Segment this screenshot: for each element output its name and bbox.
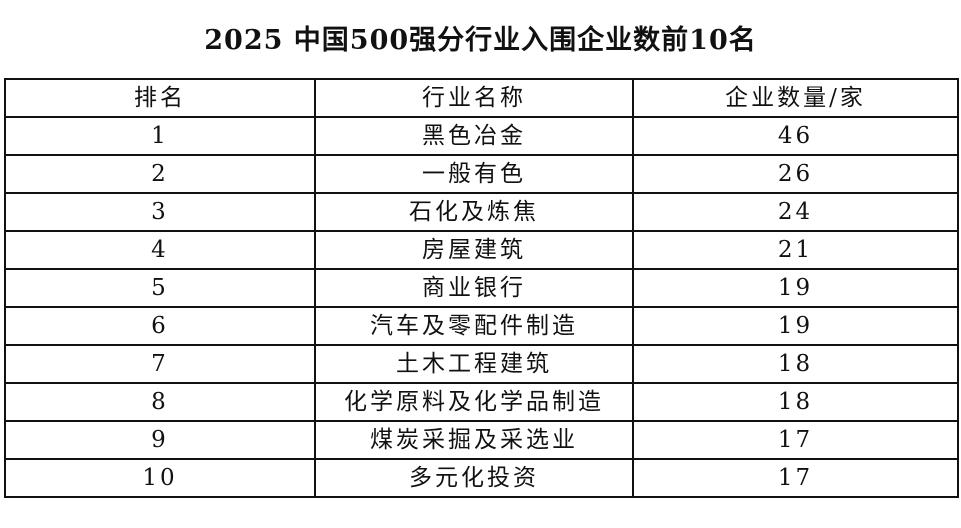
industry-cell: 煤炭采掘及采选业 [314, 420, 634, 460]
count-cell: 26 [632, 154, 959, 194]
count-cell: 17 [632, 458, 959, 498]
page-title: 2025 中国500强分行业入围企业数前10名 [204, 25, 757, 56]
header-row: 排名 行业名称 企业数量/家 [4, 78, 959, 118]
table-row: 2 一般有色 26 [4, 154, 959, 194]
rank-cell: 1 [4, 116, 316, 156]
count-cell: 18 [632, 382, 959, 422]
industry-cell: 化学原料及化学品制造 [314, 382, 634, 422]
industry-cell: 汽车及零配件制造 [314, 306, 634, 346]
count-cell: 19 [632, 306, 959, 346]
count-cell: 24 [632, 192, 959, 232]
rank-cell: 6 [4, 306, 316, 346]
rank-cell: 7 [4, 344, 316, 384]
header-rank: 排名 [4, 78, 316, 118]
table-row: 8 化学原料及化学品制造 18 [4, 382, 959, 422]
industry-cell: 房屋建筑 [314, 230, 634, 270]
count-cell: 18 [632, 344, 959, 384]
rank-cell: 5 [4, 268, 316, 308]
count-cell: 46 [632, 116, 959, 156]
industry-cell: 多元化投资 [314, 458, 634, 498]
count-cell: 21 [632, 230, 959, 270]
table-row: 1 黑色冶金 46 [4, 116, 959, 156]
rank-cell: 4 [4, 230, 316, 270]
rank-cell: 10 [4, 458, 316, 498]
table-row: 9 煤炭采掘及采选业 17 [4, 420, 959, 460]
count-cell: 19 [632, 268, 959, 308]
industry-cell: 黑色冶金 [314, 116, 634, 156]
table-row: 7 土木工程建筑 18 [4, 344, 959, 384]
count-cell: 17 [632, 420, 959, 460]
ranking-table: 排名 行业名称 企业数量/家 1 黑色冶金 46 2 一般有色 26 3 石化及炼焦 24 4 房屋… [4, 78, 959, 498]
header-industry: 行业名称 [314, 78, 634, 118]
industry-cell: 商业银行 [314, 268, 634, 308]
rank-cell: 8 [4, 382, 316, 422]
rank-cell: 2 [4, 154, 316, 194]
table-row: 5 商业银行 19 [4, 268, 959, 308]
rank-cell: 9 [4, 420, 316, 460]
industry-cell: 土木工程建筑 [314, 344, 634, 384]
table-row: 4 房屋建筑 21 [4, 230, 959, 270]
rank-cell: 3 [4, 192, 316, 232]
table-row: 3 石化及炼焦 24 [4, 192, 959, 232]
industry-cell: 石化及炼焦 [314, 192, 634, 232]
table-row: 6 汽车及零配件制造 19 [4, 306, 959, 346]
industry-cell: 一般有色 [314, 154, 634, 194]
table-row: 10 多元化投资 17 [4, 458, 959, 498]
header-count: 企业数量/家 [632, 78, 959, 118]
